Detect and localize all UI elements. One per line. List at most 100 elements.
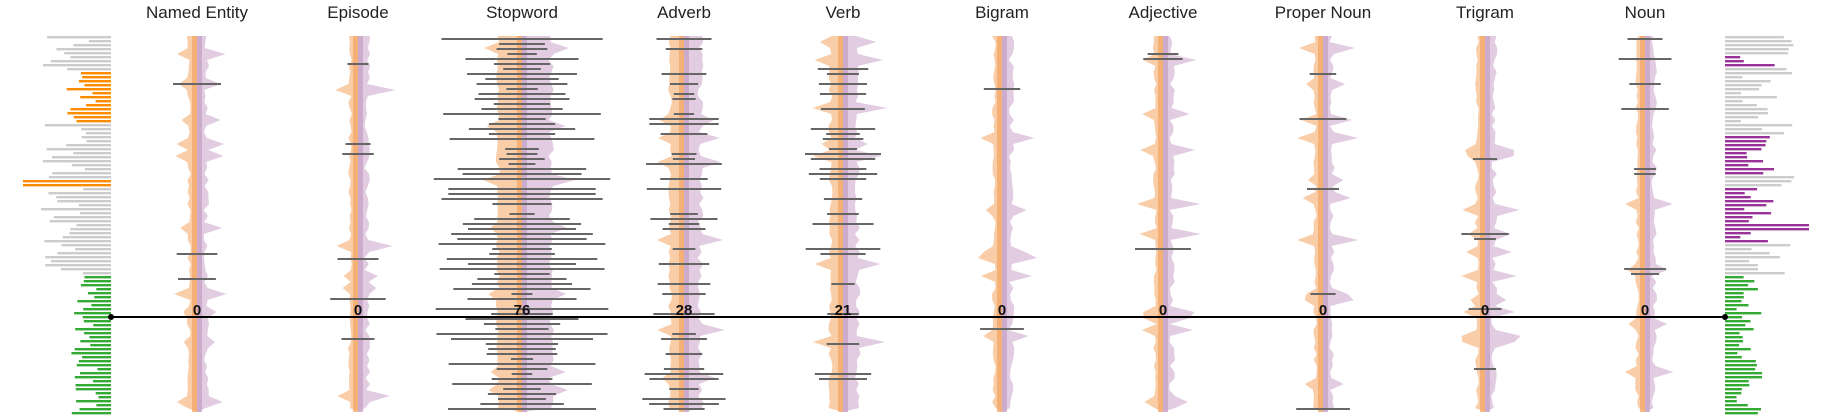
stopword-bar xyxy=(486,353,558,355)
right-sentence-bar xyxy=(1725,56,1741,59)
feature-columns xyxy=(173,36,1674,412)
left-sentence-bar xyxy=(91,304,111,307)
stopword-bar xyxy=(505,148,539,150)
bigram-bar xyxy=(980,328,1024,330)
left-sentence-bar xyxy=(66,88,111,91)
stopword-bar xyxy=(488,133,556,135)
noun-bar xyxy=(1631,273,1660,275)
right-sentence-bar xyxy=(1725,344,1740,347)
right-sentence-bar xyxy=(1725,112,1768,115)
stopword-bar xyxy=(435,308,609,310)
stopword-label: Stopword xyxy=(486,3,558,22)
left-sentence-bar xyxy=(43,64,111,67)
left-sentence-bar xyxy=(41,208,111,211)
verb-bar xyxy=(829,148,857,150)
left-sentence-bar xyxy=(76,364,111,367)
stopword-bar xyxy=(443,113,601,115)
stopword-bar xyxy=(488,348,556,350)
left-sentence-bar xyxy=(82,316,111,319)
adverb-bar xyxy=(661,73,707,75)
verb-bar xyxy=(805,153,881,155)
verb-bar xyxy=(808,173,878,175)
adverb-bar xyxy=(649,123,719,125)
episode-bar xyxy=(342,153,374,155)
left-sentence-bar xyxy=(57,200,111,203)
right-sentence-bar xyxy=(1725,268,1759,271)
stopword-bar xyxy=(489,253,555,255)
adjective-center-strip-right xyxy=(1163,36,1168,412)
episode-bar xyxy=(330,298,386,300)
right-sentence-bar xyxy=(1725,296,1744,299)
verb-bar xyxy=(818,83,868,85)
column-stopword xyxy=(433,36,611,412)
left-sentence-bar xyxy=(60,268,111,271)
right-sentence-bar xyxy=(1725,264,1758,267)
adverb-bar xyxy=(644,373,724,375)
stopword-bar xyxy=(477,278,567,280)
right-sentence-bar xyxy=(1725,284,1749,287)
trigram-value: 0 xyxy=(1481,302,1489,319)
left-sentence-bar xyxy=(84,168,111,171)
bigram-label: Bigram xyxy=(975,3,1029,22)
left-sentence-bar xyxy=(80,340,111,343)
stopword-value: 76 xyxy=(514,302,531,319)
left-sentence-bar xyxy=(69,232,111,235)
adverb-bar xyxy=(671,153,697,155)
right-sentence-bar xyxy=(1725,168,1774,171)
noun-bar xyxy=(1627,38,1663,40)
stopword-bar xyxy=(436,333,608,335)
left-sentence-bar xyxy=(76,400,111,403)
right-sentence-bar xyxy=(1725,256,1780,259)
right-sentence-bar xyxy=(1725,252,1770,255)
right-sentence-bar xyxy=(1725,280,1755,283)
stopword-bar xyxy=(449,138,595,140)
right-sentence-bar xyxy=(1725,104,1757,107)
left-sentence-bar xyxy=(51,260,111,263)
right-sentence-bar xyxy=(1725,304,1749,307)
verb-bar xyxy=(810,128,876,130)
adverb-value: 28 xyxy=(676,302,693,319)
right-sentence-bar xyxy=(1725,236,1741,239)
trigram-bar xyxy=(1468,308,1502,310)
left-sentence-bar xyxy=(86,104,111,107)
left-sentence-bar xyxy=(73,152,111,155)
stopword-bar xyxy=(468,228,576,230)
column-verb xyxy=(805,36,887,412)
stopword-bar xyxy=(448,408,596,410)
left-sentence-bar xyxy=(89,336,111,339)
left-sentence-bar xyxy=(71,352,111,355)
right-sentence-bar xyxy=(1725,172,1764,175)
axis-right-endpoint xyxy=(1722,314,1728,320)
stopword-bar xyxy=(492,248,552,250)
left-sentence-bar xyxy=(48,192,111,195)
stopword-bar xyxy=(487,393,556,395)
left-sentence-bar xyxy=(81,136,111,139)
left-sentence-bar xyxy=(81,128,111,131)
right-sentence-bar xyxy=(1725,48,1789,51)
stopword-bar xyxy=(481,108,563,110)
right-sentence-bar xyxy=(1725,132,1784,135)
left-sentence-bar xyxy=(61,244,111,247)
left-sentence-bar xyxy=(78,204,111,207)
right-sentence-bar xyxy=(1725,332,1740,335)
left-sentence-bar xyxy=(75,328,111,331)
left-sentence-bar xyxy=(49,220,111,223)
stopword-bar xyxy=(511,293,533,295)
named-entity-bar xyxy=(178,278,216,280)
adverb-bar xyxy=(658,263,710,265)
left-sentence-bar xyxy=(83,188,111,191)
trigram-center-strip-left xyxy=(1480,36,1485,412)
adverb-bar xyxy=(656,38,712,40)
left-sentence-bar xyxy=(64,52,111,55)
adverb-bar xyxy=(670,213,698,215)
stopword-bar xyxy=(506,153,538,155)
left-sentence-bar xyxy=(94,296,111,299)
right-sentence-bar xyxy=(1725,376,1762,379)
left-sentence-bar xyxy=(98,396,111,399)
proper-noun-bar xyxy=(1309,73,1337,75)
proper-noun-center-strip-left xyxy=(1318,36,1323,412)
left-sentence-bar xyxy=(77,300,111,303)
right-sentence-bar xyxy=(1725,96,1777,99)
stopword-bar xyxy=(507,53,537,55)
left-sentence-bar xyxy=(56,196,111,199)
